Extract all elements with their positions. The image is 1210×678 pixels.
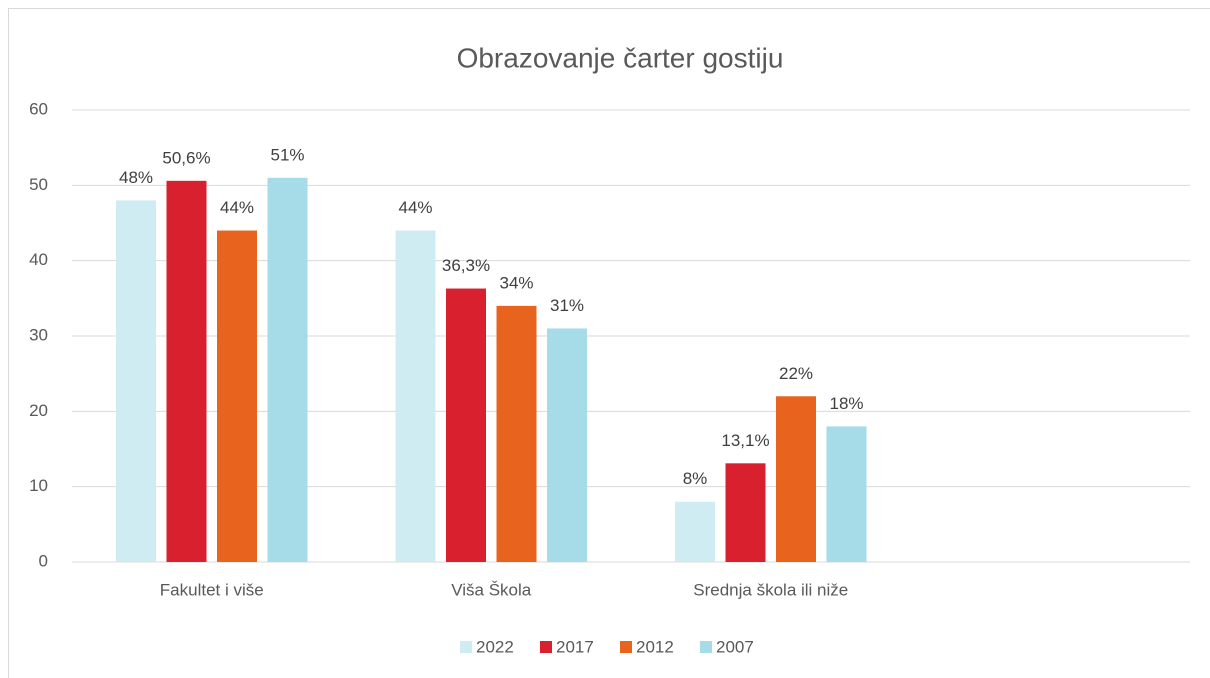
data-label: 18% — [829, 394, 863, 413]
legend-swatch — [460, 641, 472, 653]
bar — [547, 328, 587, 562]
bar — [446, 288, 486, 562]
data-label: 31% — [550, 296, 584, 315]
legend-swatch — [620, 641, 632, 653]
bar — [267, 177, 308, 563]
data-label: 13,1% — [721, 431, 769, 450]
data-label: 22% — [779, 364, 813, 383]
y-tick-label: 0 — [39, 551, 48, 570]
y-tick-label: 60 — [29, 99, 48, 118]
y-tick-label: 10 — [29, 476, 48, 495]
legend-swatch — [700, 641, 712, 653]
bar — [217, 230, 257, 563]
x-tick-label: Viša Škola — [451, 580, 532, 599]
data-label: 51% — [270, 145, 304, 164]
legend-label: 2022 — [476, 637, 514, 656]
bar — [776, 396, 816, 562]
legend-swatch — [540, 641, 552, 653]
legend-label: 2017 — [556, 637, 594, 656]
y-tick-label: 50 — [29, 175, 48, 194]
chart-border — [8, 8, 1210, 678]
bar — [166, 180, 207, 562]
bar — [395, 230, 436, 563]
data-label: 50,6% — [162, 148, 210, 167]
x-tick-label: Fakultet i više — [160, 580, 264, 599]
data-label: 44% — [398, 198, 432, 217]
y-tick-label: 40 — [29, 250, 48, 269]
bar — [826, 426, 867, 562]
legend-label: 2007 — [716, 637, 754, 656]
data-label: 8% — [683, 469, 708, 488]
bar — [675, 501, 715, 562]
y-tick-label: 20 — [29, 401, 48, 420]
x-tick-label: Srednja škola ili niže — [693, 580, 848, 599]
data-label: 34% — [499, 273, 533, 292]
bar — [116, 200, 156, 562]
data-label: 36,3% — [442, 256, 490, 275]
y-tick-label: 30 — [29, 325, 48, 344]
bar — [496, 305, 537, 562]
legend-label: 2012 — [636, 637, 674, 656]
bar — [725, 463, 766, 562]
data-label: 48% — [119, 168, 153, 187]
data-label: 44% — [220, 198, 254, 217]
chart-title: Obrazovanje čarter gostiju — [457, 42, 784, 73]
